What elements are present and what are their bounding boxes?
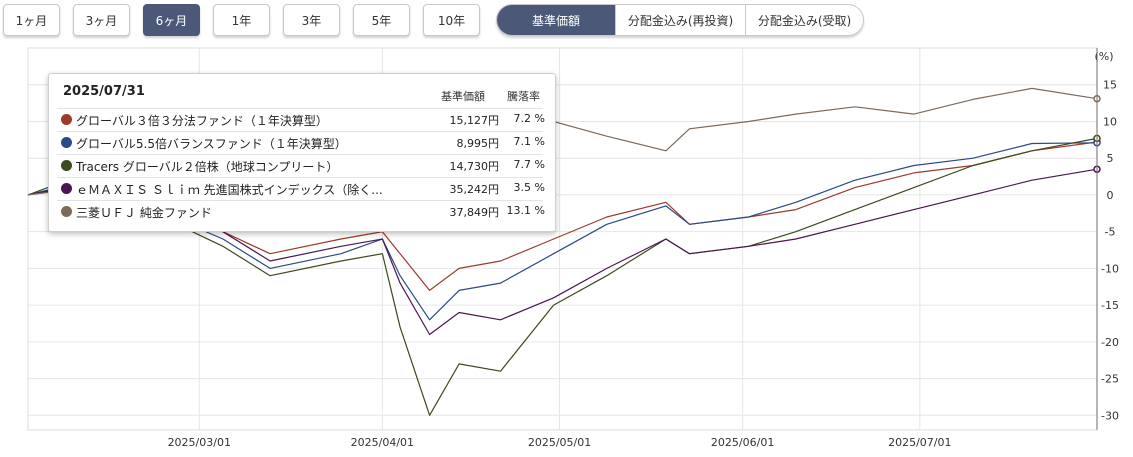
- y-tick-label: 10: [1103, 115, 1117, 128]
- chart-axes: (%) 15 10 5 0 -5 -10 -15 -20 -25 -30 2025/03/01 202…: [168, 50, 1119, 449]
- y-tick-label: 5: [1107, 152, 1114, 165]
- fund-return: 7.7 %: [513, 158, 545, 171]
- period-5y-button[interactable]: 5年: [353, 4, 410, 36]
- period-6m-button[interactable]: 6ヶ月: [143, 4, 200, 36]
- tooltip-date: 2025/07/31: [63, 84, 145, 99]
- y-tick-label: 15: [1103, 79, 1117, 92]
- series-line: [27, 141, 1098, 291]
- x-tick-label: 2025/07/01: [888, 436, 951, 449]
- fund-return: 3.5 %: [513, 181, 545, 194]
- mode-reinvest-tab[interactable]: 分配金込み(再投資): [615, 5, 745, 35]
- fund-price: 8,995円: [456, 137, 500, 150]
- fund-price: 15,127円: [449, 114, 500, 127]
- series-color-dot: [61, 160, 72, 171]
- series-line: [27, 137, 1098, 416]
- tooltip-row: グローバル5.5倍バランスファンド（１年決算型） 8,995円 7.1 %: [57, 131, 545, 154]
- series-line: [27, 142, 1098, 321]
- tooltip-row: ｅＭＡＸＩＳ Ｓｌｉｍ 先進国株式インデックス（除く... 35,242円 3.…: [57, 177, 545, 200]
- tooltip-price-header: 基準価額: [441, 90, 485, 103]
- y-tick-label: -15: [1101, 299, 1119, 312]
- period-10y-button[interactable]: 10年: [423, 4, 480, 36]
- period-3m-button[interactable]: 3ヶ月: [73, 4, 130, 36]
- y-tick-label: -20: [1101, 336, 1119, 349]
- tooltip-row: Tracers グローバル２倍株（地球コンプリート） 14,730円 7.7 %: [57, 154, 545, 177]
- x-tick-label: 2025/05/01: [528, 436, 591, 449]
- y-axis-unit-label: (%): [1094, 50, 1113, 63]
- fund-name: グローバル5.5倍バランスファンド（１年決算型）: [76, 137, 347, 151]
- period-3y-button[interactable]: 3年: [283, 4, 340, 36]
- series-color-dot: [61, 183, 72, 194]
- fund-name: ｅＭＡＸＩＳ Ｓｌｉｍ 先進国株式インデックス（除く...: [76, 183, 383, 197]
- period-1m-button[interactable]: 1ヶ月: [3, 4, 60, 36]
- y-tick-label: -5: [1105, 226, 1116, 239]
- mode-nav-tab[interactable]: 基準価額: [497, 5, 615, 35]
- tooltip-drawdown-header: 騰落率: [507, 90, 540, 103]
- y-tick-label: -10: [1101, 262, 1119, 275]
- x-tick-label: 2025/04/01: [351, 436, 414, 449]
- chart-series: [27, 48, 1101, 430]
- price-mode-toggle: 基準価額 分配金込み(再投資) 分配金込み(受取): [496, 4, 864, 36]
- y-tick-label: -30: [1101, 409, 1119, 422]
- fund-return: 7.1 %: [513, 135, 545, 148]
- y-tick-label: 0: [1107, 189, 1114, 202]
- fund-name: Tracers グローバル２倍株（地球コンプリート）: [76, 160, 339, 174]
- y-tick-label: -25: [1101, 373, 1119, 386]
- series-color-dot: [61, 137, 72, 148]
- tooltip-row: グローバル３倍３分法ファンド（１年決算型） 15,127円 7.2 %: [57, 108, 545, 131]
- x-tick-label: 2025/03/01: [168, 436, 231, 449]
- fund-return: 13.1 %: [506, 204, 545, 217]
- fund-name: グローバル３倍３分法ファンド（１年決算型）: [76, 114, 328, 128]
- series-color-dot: [61, 114, 72, 125]
- fund-price: 35,242円: [449, 183, 500, 196]
- fund-name: 三菱ＵＦＪ 純金ファンド: [76, 206, 212, 220]
- tooltip-row: 三菱ＵＦＪ 純金ファンド 37,849円 13.1 %: [57, 200, 545, 223]
- fund-price: 37,849円: [449, 206, 500, 219]
- series-color-dot: [61, 206, 72, 217]
- mode-received-tab[interactable]: 分配金込み(受取): [745, 5, 863, 35]
- period-1y-button[interactable]: 1年: [213, 4, 270, 36]
- series-line: [27, 168, 1098, 336]
- chart-tooltip: 2025/07/31 基準価額 騰落率 グローバル３倍３分法ファンド（１年決算型…: [48, 73, 556, 232]
- fund-return: 7.2 %: [513, 112, 545, 125]
- fund-price: 14,730円: [449, 160, 500, 173]
- x-tick-label: 2025/06/01: [711, 436, 774, 449]
